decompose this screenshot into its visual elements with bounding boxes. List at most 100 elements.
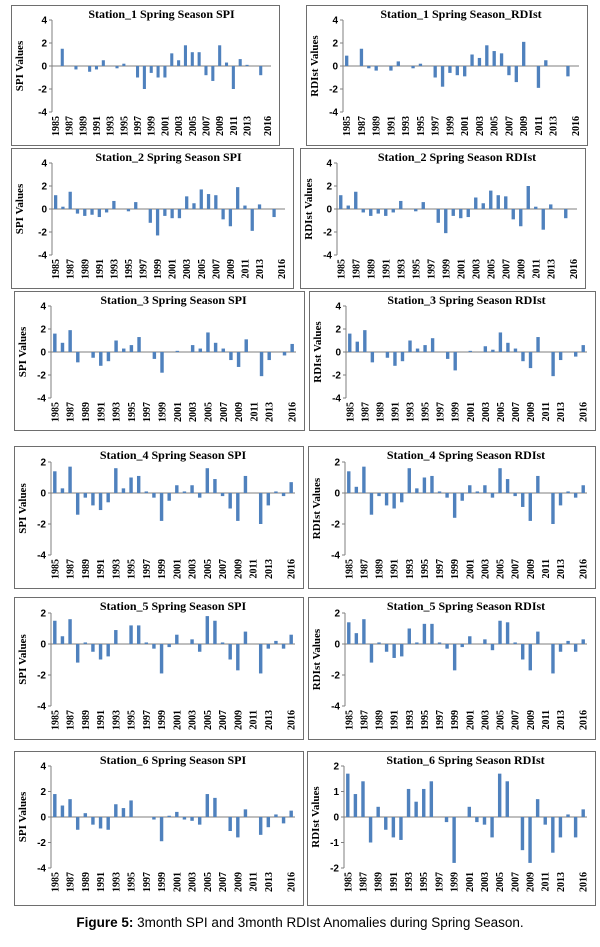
x-tick-label: 2011 bbox=[249, 559, 260, 578]
y-tick-label: -2 bbox=[330, 864, 339, 875]
x-tick-label: 1999 bbox=[451, 402, 462, 422]
bar-1999 bbox=[452, 493, 457, 518]
x-tick-label: 2001 bbox=[460, 116, 471, 136]
bar-2005 bbox=[199, 189, 203, 209]
bar-1993 bbox=[114, 468, 118, 493]
bar-2002 bbox=[177, 209, 182, 219]
x-tick-label: 1995 bbox=[124, 259, 135, 279]
x-tick-label: 2011 bbox=[541, 559, 552, 578]
y-tick-label: 2 bbox=[326, 182, 332, 193]
bar-1993 bbox=[406, 788, 411, 817]
chart-panel-station4-rdist: Station_4 Spring Season RDIst RDIst Value… bbox=[308, 446, 596, 589]
x-tick-label: 1989 bbox=[78, 116, 89, 136]
bar-2009 bbox=[519, 209, 523, 227]
x-tick-label: 2001 bbox=[172, 872, 183, 892]
y-axis-label: SPI Values bbox=[17, 634, 29, 685]
bar-1985 bbox=[54, 195, 58, 209]
x-tick-label: 2003 bbox=[188, 710, 199, 730]
x-tick-label: 1995 bbox=[421, 402, 432, 422]
x-tick-label: 1995 bbox=[419, 872, 430, 892]
chart-panel-station6-spi: Station_6 Spring Season SPI SPI Values 4 2 0… bbox=[14, 751, 304, 906]
bar-1992 bbox=[106, 352, 111, 362]
y-tick-label: -4 bbox=[331, 551, 340, 562]
x-tick-label: 2005 bbox=[188, 116, 199, 136]
bar-1988 bbox=[368, 817, 373, 843]
bar-2005 bbox=[489, 190, 493, 209]
y-tick-label: -2 bbox=[37, 520, 46, 531]
bar-1990 bbox=[90, 209, 94, 215]
x-tick-label: 2005 bbox=[496, 710, 507, 730]
x-tick-label: 1993 bbox=[401, 116, 412, 136]
bar-1999 bbox=[448, 66, 452, 73]
x-tick-label: 2009 bbox=[233, 710, 244, 730]
bar-2009 bbox=[218, 45, 222, 66]
x-tick-label: 2009 bbox=[516, 259, 527, 279]
x-tick-label: 1991 bbox=[96, 710, 107, 730]
bar-1986 bbox=[60, 805, 65, 817]
chart-svg: Station_1 Spring Season_RDIst RDIst Value… bbox=[309, 7, 582, 136]
bar-2004 bbox=[198, 348, 203, 352]
bar-1998 bbox=[444, 817, 449, 823]
bar-1992 bbox=[400, 352, 405, 362]
x-tick-label: 1987 bbox=[66, 559, 77, 579]
chart-title: Station_4 Spring Season SPI bbox=[100, 448, 247, 462]
bar-2004 bbox=[183, 45, 187, 66]
bar-1991 bbox=[94, 66, 99, 70]
y-tick-label: -2 bbox=[331, 671, 340, 682]
x-tick-label: 1991 bbox=[96, 872, 107, 892]
x-tick-label: 1995 bbox=[127, 559, 138, 579]
bar-1986 bbox=[346, 205, 350, 209]
bar-1989 bbox=[369, 209, 373, 216]
bar-2016 bbox=[581, 485, 585, 493]
x-tick-label: 2016 bbox=[287, 872, 298, 892]
x-tick-label: 2001 bbox=[168, 259, 179, 279]
x-tick-label: 1999 bbox=[450, 559, 461, 579]
x-tick-label: 2016 bbox=[287, 559, 298, 579]
x-tick-label: 1997 bbox=[431, 116, 442, 136]
chart-panel-station3-rdist: Station_3 Spring Season RDIst RDIst Value… bbox=[309, 291, 596, 431]
bar-2004 bbox=[491, 349, 495, 352]
x-tick-label: 1995 bbox=[119, 116, 130, 136]
y-tick-label: 2 bbox=[40, 458, 46, 469]
y-axis-label: RDIst Values bbox=[312, 321, 324, 383]
x-tick-label: 1987 bbox=[359, 559, 370, 579]
bar-2004 bbox=[197, 493, 202, 498]
bar-2008 bbox=[228, 493, 232, 509]
y-tick-label: -2 bbox=[37, 671, 46, 682]
x-tick-label: 2005 bbox=[490, 116, 501, 136]
bar-1991 bbox=[98, 493, 103, 511]
bar-2015 bbox=[281, 644, 286, 649]
x-tick-label: 2011 bbox=[240, 259, 251, 278]
bar-1988 bbox=[74, 66, 78, 70]
x-tick-label: 1991 bbox=[92, 116, 103, 136]
bar-2015 bbox=[573, 644, 578, 652]
bar-1994 bbox=[121, 808, 126, 817]
bar-1992 bbox=[106, 644, 110, 657]
bar-1995 bbox=[422, 477, 427, 493]
bar-1996 bbox=[429, 781, 434, 817]
bar-1988 bbox=[370, 352, 375, 363]
chart-title: Station_6 Spring Season SPI bbox=[100, 753, 247, 767]
bar-1995 bbox=[129, 800, 133, 817]
bar-1996 bbox=[430, 475, 434, 493]
bar-2008 bbox=[229, 352, 233, 361]
x-tick-label: 2005 bbox=[495, 872, 506, 892]
bar-1989 bbox=[83, 642, 88, 644]
x-tick-label: 2013 bbox=[264, 710, 275, 730]
bar-1993 bbox=[399, 200, 403, 209]
x-tick-label: 1995 bbox=[127, 710, 138, 730]
chart-panel-station2-rdist: Station_2 Spring Season RDIst RDIst Value… bbox=[300, 148, 586, 289]
bar-2001 bbox=[459, 209, 463, 219]
bar-2013 bbox=[266, 493, 271, 506]
bar-2004 bbox=[197, 817, 202, 825]
x-tick-label: 1987 bbox=[66, 710, 77, 730]
x-tick-label: 1995 bbox=[127, 402, 138, 422]
x-tick-label: 2001 bbox=[456, 259, 467, 279]
y-tick-label: -2 bbox=[37, 838, 46, 849]
bar-2003 bbox=[477, 57, 482, 66]
bar-1993 bbox=[114, 630, 118, 644]
x-tick-label: 2011 bbox=[534, 116, 545, 135]
bar-2015 bbox=[272, 209, 276, 218]
chart-svg: Station_6 Spring Season RDIst RDIst Value… bbox=[310, 753, 590, 892]
